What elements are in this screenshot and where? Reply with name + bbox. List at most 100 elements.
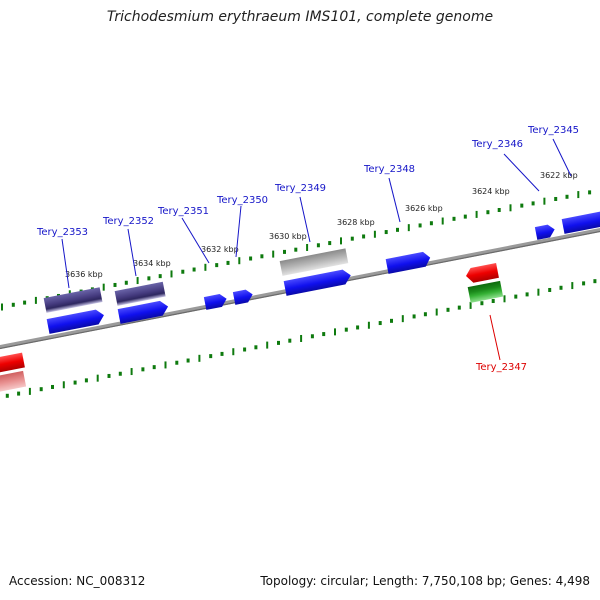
tick-label-3626: 3626 kbp [405, 204, 443, 213]
scale-minor-dot [350, 236, 354, 241]
scale-minor-dot [418, 223, 422, 228]
scale-minor-dot [514, 294, 518, 299]
scale-minor-dot [396, 227, 399, 232]
gene-features [0, 210, 600, 393]
scale-minor-dot [446, 307, 450, 312]
gene-block-left-edge-pink[interactable] [0, 370, 27, 393]
scale-minor-dot [559, 285, 563, 290]
genome-title: Trichodesmium erythraeum IMS101, complet… [106, 9, 494, 25]
gene-label-tery-2347[interactable]: Tery_2347 [475, 362, 527, 373]
gene-label-tery-2348[interactable]: Tery_2348 [363, 164, 415, 175]
scale-minor-dot [107, 373, 111, 378]
scale-minor-dot [531, 201, 535, 206]
scale-minor-dot [124, 280, 128, 285]
scale-minor-dot [73, 380, 77, 385]
scale-minor-dot [378, 321, 382, 326]
scale-minor-dot [497, 208, 501, 213]
scale-minor-dot [294, 247, 298, 252]
scale-minor-dot [593, 279, 597, 284]
scale-minor-dot [158, 274, 162, 279]
gene-label-tery-2353[interactable]: Tery_2353 [36, 227, 88, 238]
scale-minor-dot [582, 281, 586, 286]
scale-minor-dot [288, 338, 292, 343]
gene-arrow-tery-2345[interactable] [561, 210, 600, 234]
scale-minor-dot [220, 351, 224, 356]
scale-minor-dot [175, 360, 179, 365]
scale-minor-dot [226, 260, 230, 265]
gene-label-tery-2350[interactable]: Tery_2350 [216, 195, 268, 206]
gene-labels: Tery_2345 Tery_2346 Tery_2348 Tery_2349 … [36, 125, 579, 373]
gene-label-tery-2345[interactable]: Tery_2345 [527, 125, 579, 136]
gene-arrow-tery-2352[interactable] [117, 300, 170, 324]
scale-minor-dot [520, 203, 524, 208]
gene-arrow-tery-2348[interactable] [385, 251, 432, 274]
scale-minor-dot [429, 221, 433, 226]
scale-minor-dot [186, 358, 190, 363]
gene-arrow-tery-2351[interactable] [203, 293, 228, 310]
scale-minor-dot [51, 384, 54, 389]
scale-minor-dot [412, 314, 416, 319]
scale-minor-dot [260, 254, 264, 259]
scale-tick-labels: 3622 kbp 3624 kbp 3626 kbp 3628 kbp 3630… [65, 171, 578, 279]
scale-minor-dot [147, 276, 151, 281]
scale-minor-dot [486, 210, 490, 215]
tick-label-3628: 3628 kbp [337, 218, 375, 227]
scale-minor-dot [328, 241, 332, 246]
gene-arrow-tery-2349[interactable] [283, 268, 353, 296]
scale-minor-dot [11, 302, 15, 307]
gene-arrow-tery-2347[interactable] [465, 263, 499, 284]
gene-block-tery-2349-outer[interactable] [279, 248, 349, 276]
scale-minor-dot [554, 196, 558, 201]
scale-minor-dot [356, 325, 360, 330]
scale-minor-dot [322, 332, 326, 337]
gene-label-tery-2346[interactable]: Tery_2346 [471, 139, 523, 150]
scale-minor-dot [17, 391, 21, 396]
gene-arrow-left-edge-reverse[interactable] [0, 352, 25, 374]
scale-minor-dot [525, 292, 529, 297]
scale-minor-dot [344, 327, 348, 332]
scale-minor-dot [277, 340, 280, 345]
reverse-scale-ruler [5, 279, 597, 398]
scale-minor-dot [23, 300, 27, 305]
scale-minor-dot [181, 269, 185, 274]
scale-minor-dot [384, 230, 388, 235]
tick-label-3636: 3636 kbp [65, 270, 103, 279]
gene-arrow-tery-2346[interactable] [534, 223, 556, 240]
gene-label-tery-2349[interactable]: Tery_2349 [274, 183, 326, 194]
scale-minor-dot [362, 234, 366, 239]
scale-minor-dot [390, 318, 393, 323]
tick-label-3622: 3622 kbp [540, 171, 578, 180]
gene-block-tery-2353-outer[interactable] [43, 287, 103, 313]
scale-minor-dot [457, 305, 461, 310]
scale-minor-dot [215, 263, 219, 268]
scale-minor-dot [423, 312, 427, 317]
scale-minor-dot [84, 378, 88, 383]
gene-block-tery-2352-outer[interactable] [114, 281, 166, 306]
scale-minor-dot [565, 194, 569, 199]
gene-arrow-tery-2350[interactable] [232, 288, 254, 305]
scale-minor-dot [463, 214, 467, 219]
scale-minor-dot [5, 393, 9, 398]
scale-minor-dot [192, 267, 196, 272]
scale-minor-dot [588, 190, 592, 195]
scale-minor-dot [283, 249, 286, 254]
scale-minor-dot [39, 387, 43, 392]
scale-minor-dot [243, 347, 247, 352]
tick-label-3624: 3624 kbp [472, 187, 510, 196]
gene-label-tery-2351[interactable]: Tery_2351 [157, 206, 209, 217]
label-connectors [61, 138, 572, 361]
scale-minor-dot [491, 299, 495, 304]
scale-minor-dot [209, 354, 213, 359]
tick-label-3630: 3630 kbp [269, 232, 307, 241]
gene-block-tery-2347-rna[interactable] [467, 280, 504, 303]
gene-arrow-tery-2353[interactable] [46, 308, 106, 334]
scale-minor-dot [113, 282, 117, 287]
scale-minor-dot [118, 371, 122, 376]
gene-label-tery-2352[interactable]: Tery_2352 [102, 216, 154, 227]
scale-minor-dot [480, 301, 484, 306]
scale-minor-dot [548, 287, 552, 292]
tick-label-3632: 3632 kbp [201, 245, 239, 254]
scale-minor-dot [141, 367, 145, 372]
